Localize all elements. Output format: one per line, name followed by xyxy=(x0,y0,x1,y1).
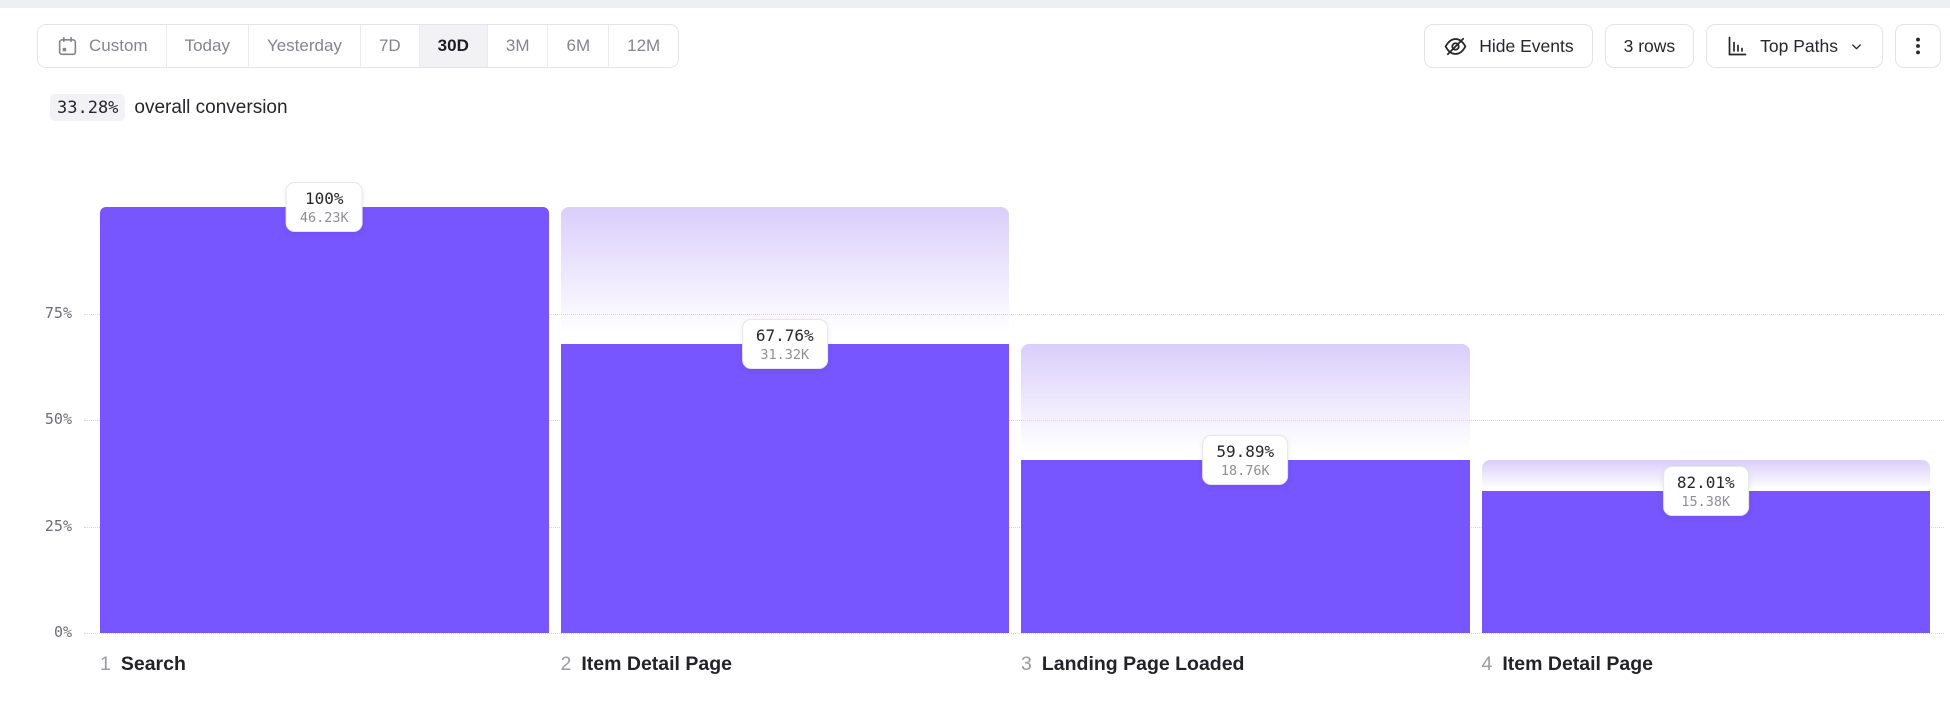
date-range-label: Today xyxy=(184,36,230,55)
hide-events-button[interactable]: Hide Events xyxy=(1424,24,1593,68)
date-range-label: 3M xyxy=(505,36,530,55)
toolbar-right-buttons: Hide Events 3 rows Top Paths xyxy=(1424,24,1941,68)
date-range-custom[interactable]: Custom xyxy=(38,25,167,67)
more-options-button[interactable] xyxy=(1895,24,1941,68)
step-number: 3 xyxy=(1021,653,1032,675)
funnel-bar[interactable] xyxy=(1021,460,1470,633)
kebab-menu-icon xyxy=(1907,35,1929,57)
funnel-column-3: 59.89% 18.76K 3 Landing Page Loaded xyxy=(1021,207,1470,675)
gridlines xyxy=(84,207,1944,634)
badge-conversion-percent: 59.89% xyxy=(1216,442,1275,462)
calendar-icon xyxy=(56,35,79,58)
badge-count: 46.23K xyxy=(299,210,349,226)
overall-conversion-summary: 33.28% overall conversion xyxy=(50,94,288,121)
date-range-12m[interactable]: 12M xyxy=(609,25,679,67)
step-label: 1 Search xyxy=(100,653,186,676)
bar-chart-icon xyxy=(1725,34,1749,58)
step-label: 4 Item Detail Page xyxy=(1482,653,1654,676)
rows-label: 3 rows xyxy=(1623,35,1676,56)
step-name: Search xyxy=(120,653,186,675)
funnel-column-4: 82.01% 15.38K 4 Item Detail Page xyxy=(1481,207,1930,675)
date-range-label: Yesterday xyxy=(266,36,342,55)
date-range-3m[interactable]: 3M xyxy=(487,25,549,67)
y-tick-label: 25% xyxy=(44,516,72,535)
funnel-bar[interactable] xyxy=(100,207,549,633)
date-range-label: 30D xyxy=(437,36,469,55)
funnel-chart: 0% 25% 50% 75% 100% 46.23K 1 Search 67.76% 31.32… xyxy=(0,182,1950,675)
y-tick-label: 50% xyxy=(44,410,72,428)
funnel-bars: 100% 46.23K 1 Search 67.76% 31.32K 2 Item Detai… xyxy=(100,182,1930,675)
y-tick-label: 75% xyxy=(44,303,72,322)
badge-count: 15.38K xyxy=(1681,494,1731,511)
conversion-badge: 100% 46.23K xyxy=(285,182,363,232)
hide-events-label: Hide Events xyxy=(1479,35,1574,56)
date-range-today[interactable]: Today xyxy=(166,25,249,67)
eye-off-icon xyxy=(1443,34,1468,59)
date-range-control: Custom Today Yesterday 7D 30D 3M 6M 12M xyxy=(37,24,680,68)
step-label: 3 Landing Page Loaded xyxy=(1021,653,1244,676)
date-range-yesterday[interactable]: Yesterday xyxy=(248,25,361,67)
gridline xyxy=(84,420,1944,421)
top-paths-button[interactable]: Top Paths xyxy=(1706,24,1883,68)
funnel-column-1: 100% 46.23K 1 Search xyxy=(100,182,549,675)
date-range-7d[interactable]: 7D xyxy=(360,25,420,67)
badge-conversion-percent: 67.76% xyxy=(755,326,814,346)
badge-conversion-percent: 100% xyxy=(304,189,344,208)
conversion-badge: 82.01% 15.38K xyxy=(1662,466,1749,517)
conversion-badge: 59.89% 18.76K xyxy=(1202,435,1289,486)
date-range-label: 6M xyxy=(566,36,591,55)
step-number: 4 xyxy=(1481,653,1493,675)
overall-conversion-value: 33.28% xyxy=(50,94,126,121)
date-range-label: 7D xyxy=(378,36,401,55)
step-name: Item Detail Page xyxy=(1502,653,1653,675)
funnel-bar[interactable] xyxy=(560,344,1009,633)
badge-count: 31.32K xyxy=(760,347,810,364)
date-range-6m[interactable]: 6M xyxy=(548,25,610,67)
date-range-30d[interactable]: 30D xyxy=(419,25,488,67)
top-divider-strip xyxy=(0,0,1950,8)
step-number: 1 xyxy=(100,653,111,675)
gridline xyxy=(84,526,1944,528)
step-name: Item Detail Page xyxy=(581,653,732,675)
badge-count: 18.76K xyxy=(1220,463,1270,480)
chevron-down-icon xyxy=(1849,39,1864,54)
badge-conversion-percent: 82.01% xyxy=(1676,473,1735,493)
y-axis: 0% 25% 50% 75% xyxy=(0,207,72,642)
step-name: Landing Page Loaded xyxy=(1041,653,1245,675)
y-tick-label: 0% xyxy=(53,623,72,641)
gridline xyxy=(84,313,1944,315)
rows-button[interactable]: 3 rows xyxy=(1604,24,1695,68)
conversion-badge: 67.76% 31.32K xyxy=(741,319,828,370)
funnel-column-2: 67.76% 31.32K 2 Item Detail Page xyxy=(560,207,1009,675)
top-paths-label: Top Paths xyxy=(1760,35,1838,56)
gridline xyxy=(84,633,1944,634)
overall-conversion-text: overall conversion xyxy=(134,96,288,118)
step-label: 2 Item Detail Page xyxy=(561,653,733,676)
step-number: 2 xyxy=(560,653,572,675)
date-range-label: Custom xyxy=(89,36,148,55)
date-range-label: 12M xyxy=(627,36,661,55)
